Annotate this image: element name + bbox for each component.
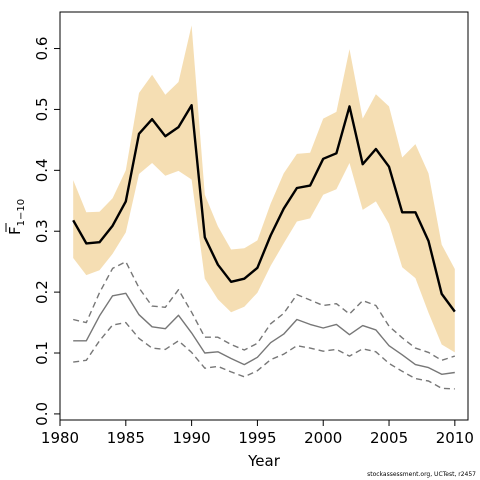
y-axis-title-main: F [6,226,24,235]
plot-area [72,25,456,390]
y-axis-title: F1−10 [5,199,27,235]
svg-text:F1−10: F1−10 [6,199,27,235]
series-line-secondary [73,292,455,375]
y-axis: 0.0 0.1 0.2 0.3 0.4 0.5 0.6 [33,37,60,426]
y-tick-label: 0.6 [33,37,51,61]
y-tick-label: 0.2 [33,280,51,304]
x-tick-label: 2000 [304,429,342,447]
series-line-dashed-lower [73,321,455,390]
y-tick-label: 0.4 [33,158,51,182]
y-tick-label: 0.5 [33,98,51,122]
footer-credit: stockassessment.org, UCTest, r2457 [367,471,476,478]
x-axis: 1980 1985 1990 1995 2000 2005 2010 [41,420,474,447]
x-tick-label: 1980 [41,429,79,447]
y-tick-label: 0.0 [33,402,51,426]
plot-frame [59,11,469,421]
x-tick-label: 1985 [107,429,145,447]
y-tick-label: 0.1 [33,341,51,365]
y-tick-label: 0.3 [33,219,51,243]
confidence-band [73,25,455,353]
series-line-main [72,103,456,313]
x-axis-title: Year [247,452,281,470]
y-axis-title-subscript: 1−10 [16,199,27,226]
x-tick-label: 1995 [238,429,276,447]
x-tick-label: 2005 [370,429,408,447]
series-line-dashed-upper [73,261,456,361]
x-tick-label: 1990 [173,429,211,447]
x-tick-label: 2010 [436,429,474,447]
